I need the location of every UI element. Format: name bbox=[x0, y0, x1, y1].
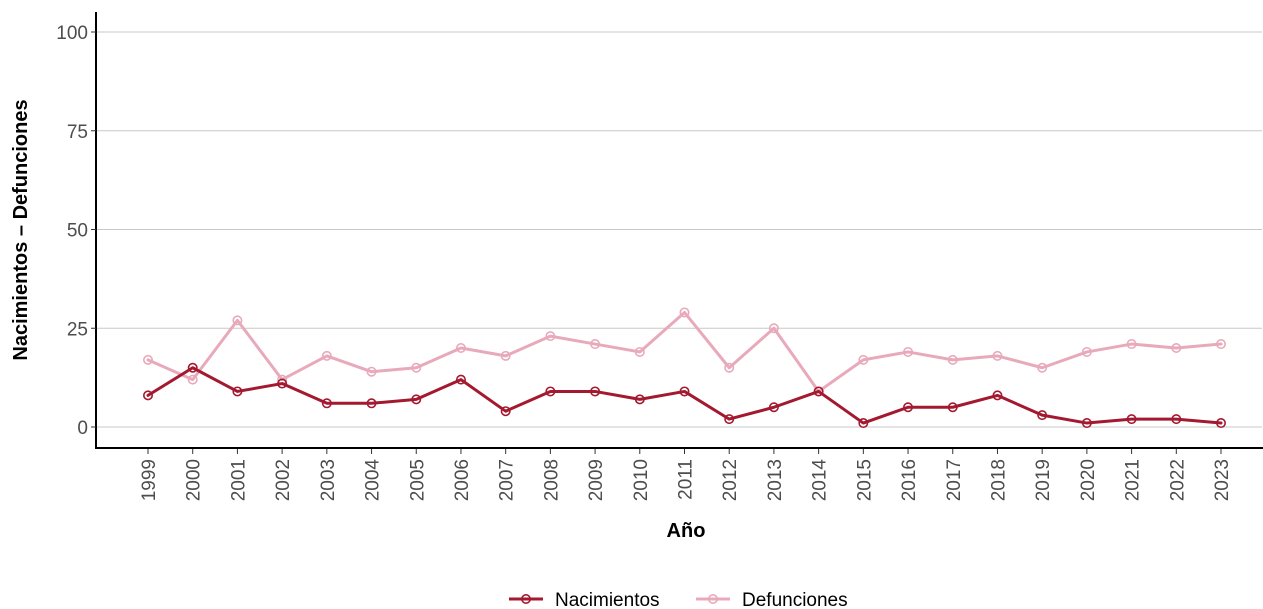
data-point-nacimientos bbox=[1216, 418, 1227, 429]
x-tick-label: 2007 bbox=[497, 459, 518, 501]
x-tick-label: 2014 bbox=[810, 459, 831, 502]
data-point-defunciones bbox=[590, 339, 601, 350]
data-point-defunciones bbox=[768, 323, 779, 334]
data-point-nacimientos bbox=[366, 398, 377, 409]
data-point-defunciones bbox=[679, 307, 690, 318]
data-point-defunciones bbox=[455, 342, 466, 353]
data-point-defunciones bbox=[634, 346, 645, 357]
data-point-nacimientos bbox=[232, 386, 243, 397]
x-axis-title: Año bbox=[667, 520, 706, 542]
data-point-defunciones bbox=[1126, 339, 1137, 350]
data-point-defunciones bbox=[411, 362, 422, 373]
data-point-defunciones bbox=[992, 350, 1003, 361]
x-axis: 1999 2000 2001 2002 2003 2004 2005 2006 2007 2008… bbox=[95, 447, 1263, 502]
data-point-defunciones bbox=[187, 374, 198, 385]
data-point-defunciones bbox=[1037, 362, 1048, 373]
y-tick-label: 100 bbox=[56, 23, 88, 44]
x-tick-label: 2020 bbox=[1078, 459, 1099, 501]
legend-label-nacimientos: Nacimientos bbox=[555, 590, 660, 609]
data-point-nacimientos bbox=[411, 394, 422, 405]
legend-label-defunciones: Defunciones bbox=[742, 590, 848, 609]
x-tick-label: 2011 bbox=[676, 459, 697, 500]
x-tick-label: 2012 bbox=[720, 459, 741, 501]
y-axis-title: Nacimientos – Defunciones bbox=[10, 99, 32, 360]
x-tick-label: 2004 bbox=[363, 459, 384, 502]
series-nacimientos bbox=[143, 362, 1227, 429]
x-tick-label: 2005 bbox=[407, 459, 428, 501]
data-point-nacimientos bbox=[590, 386, 601, 397]
data-point-nacimientos bbox=[634, 394, 645, 405]
data-point-defunciones bbox=[947, 354, 958, 365]
legend-key-point bbox=[707, 593, 718, 604]
data-point-nacimientos bbox=[455, 374, 466, 385]
x-tick-label: 2015 bbox=[854, 459, 875, 501]
legend-item-nacimientos: Nacimientos bbox=[509, 590, 660, 609]
data-point-nacimientos bbox=[947, 402, 958, 413]
data-point-defunciones bbox=[500, 350, 511, 361]
y-tick-label: 50 bbox=[67, 221, 88, 242]
data-point-nacimientos bbox=[1171, 414, 1182, 425]
x-tick-label: 2010 bbox=[631, 459, 652, 501]
data-point-nacimientos bbox=[277, 378, 288, 389]
x-tick-label: 2009 bbox=[586, 459, 607, 501]
legend-key-point bbox=[520, 593, 531, 604]
data-point-nacimientos bbox=[321, 398, 332, 409]
data-point-defunciones bbox=[903, 346, 914, 357]
x-tick-label: 2003 bbox=[318, 459, 339, 501]
y-tick-label: 75 bbox=[67, 122, 88, 143]
data-point-defunciones bbox=[1171, 342, 1182, 353]
legend-item-defunciones: Defunciones bbox=[696, 590, 848, 609]
x-tick-label: 2018 bbox=[988, 459, 1009, 501]
data-point-defunciones bbox=[232, 315, 243, 326]
x-tick-label: 2016 bbox=[899, 459, 920, 501]
data-point-nacimientos bbox=[992, 390, 1003, 401]
series-line-nacimientos bbox=[146, 366, 1223, 425]
gridlines bbox=[97, 31, 1262, 428]
data-point-nacimientos bbox=[187, 362, 198, 373]
data-point-nacimientos bbox=[545, 386, 556, 397]
x-tick-label: 2001 bbox=[228, 459, 249, 501]
data-point-nacimientos bbox=[1126, 414, 1137, 425]
data-point-nacimientos bbox=[903, 402, 914, 413]
data-point-nacimientos bbox=[679, 386, 690, 397]
x-tick-label: 2008 bbox=[541, 459, 562, 501]
data-point-nacimientos bbox=[1081, 418, 1092, 429]
data-point-defunciones bbox=[858, 354, 869, 365]
y-tick-label: 0 bbox=[77, 418, 88, 439]
data-point-nacimientos bbox=[500, 406, 511, 417]
x-tick-label: 2019 bbox=[1033, 459, 1054, 501]
data-point-defunciones bbox=[545, 331, 556, 342]
x-tick-label: 2023 bbox=[1212, 459, 1233, 501]
data-point-defunciones bbox=[1216, 339, 1227, 350]
series-defunciones bbox=[143, 307, 1227, 397]
data-point-defunciones bbox=[1081, 346, 1092, 357]
data-point-defunciones bbox=[321, 350, 332, 361]
data-point-nacimientos bbox=[724, 414, 735, 425]
data-point-nacimientos bbox=[858, 418, 869, 429]
data-point-defunciones bbox=[143, 354, 154, 365]
x-tick-label: 2013 bbox=[765, 459, 786, 501]
x-tick-label: 2017 bbox=[944, 459, 965, 501]
data-point-nacimientos bbox=[1037, 410, 1048, 421]
data-point-nacimientos bbox=[143, 390, 154, 401]
data-point-nacimientos bbox=[813, 386, 824, 397]
series-line-defunciones bbox=[146, 310, 1223, 393]
y-axis: 0 25 50 75 100 bbox=[56, 12, 97, 449]
y-tick-label: 25 bbox=[67, 319, 88, 340]
series-layer bbox=[143, 307, 1227, 429]
data-point-defunciones bbox=[366, 366, 377, 377]
x-tick-label: 2006 bbox=[452, 459, 473, 501]
x-tick-label: 1999 bbox=[139, 459, 160, 501]
legend: Nacimientos Defunciones bbox=[509, 590, 848, 609]
x-tick-label: 2021 bbox=[1123, 459, 1144, 501]
data-point-nacimientos bbox=[768, 402, 779, 413]
x-tick-label: 2000 bbox=[184, 459, 205, 501]
x-tick-label: 2002 bbox=[273, 459, 294, 501]
data-point-defunciones bbox=[724, 362, 735, 373]
x-tick-label: 2022 bbox=[1167, 459, 1188, 501]
